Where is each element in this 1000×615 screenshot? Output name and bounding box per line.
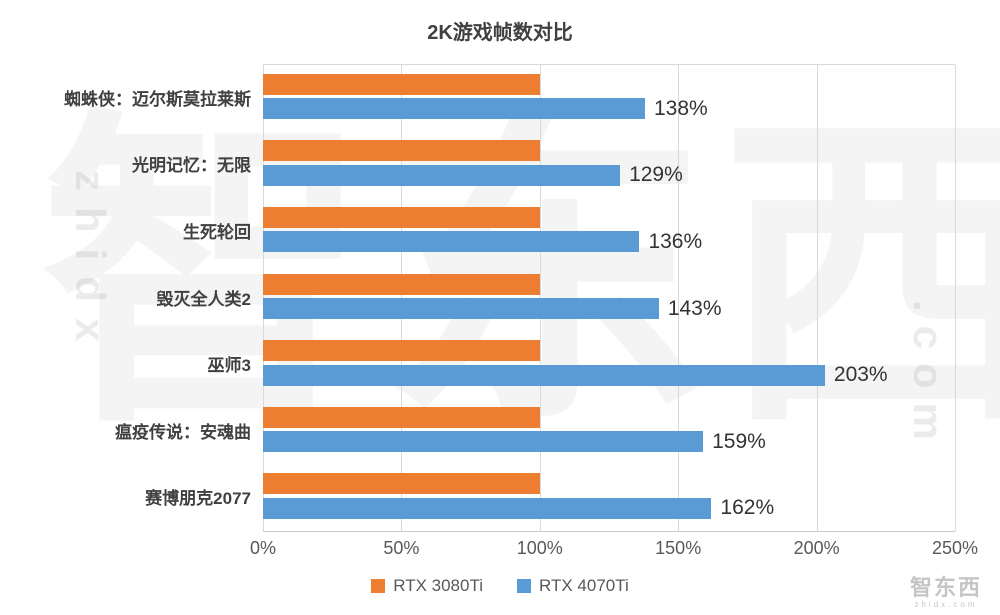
gridline [816,65,818,531]
gridline [401,65,403,531]
gridlines [263,64,956,532]
bar-rtx4070ti [263,231,640,253]
category-label: 巫师3 [207,356,251,376]
value-label: 159% [712,429,766,453]
chart-row: 赛博朋克2077 162% [20,463,955,530]
x-axis: 0% 50% 100% 150% 200% 250% [250,538,978,562]
gridline [678,65,680,531]
bar-rtx4070ti [263,497,712,519]
x-tick-label: 250% [931,538,979,558]
bar-rtx3080ti [263,340,540,362]
x-tick-label: 150% [655,538,702,558]
category-label: 光明记忆：无限 [132,156,251,176]
watermark-corner-subtext: zhidx.com [914,600,978,609]
bar-group: 138% [263,73,955,121]
legend-item-rtx-3080ti: RTX 3080Ti [371,576,483,596]
bar-rtx3080ti [263,206,540,228]
value-label: 138% [653,96,708,120]
chart-row: 瘟疫传说：安魂曲 159% [20,397,955,464]
bar-group: 143% [263,273,955,321]
gridline [539,65,541,531]
x-tick-label: 200% [793,538,840,558]
bar-line: 138% [263,97,955,121]
bar-rtx4070ti [263,431,704,453]
bar-rtx3080ti [263,406,540,428]
chart-row: 光明记忆：无限 129% [20,131,955,198]
legend-label: RTX 3080Ti [393,576,483,595]
legend-label: RTX 4070Ti [539,576,629,595]
bar-group: 203% [263,340,955,387]
value-label: 203% [833,363,888,387]
bar-line: 203% [263,363,955,387]
bar-line: 136% [263,230,955,254]
bar-rtx4070ti [263,298,659,320]
x-tick-label: 0% [249,538,277,558]
category-label: 蜘蛛侠：迈尔斯莫拉莱斯 [64,89,251,109]
bar-rtx4070ti [263,164,621,186]
chart-row: 生死轮回 136% [20,197,955,264]
value-label: 129% [629,163,683,187]
legend-swatch [371,579,386,593]
plot-region: 蜘蛛侠：迈尔斯莫拉莱斯 138% 光明记忆：无限 129% 生死轮回 136% 毁灭全人类2… [20,64,956,532]
bar-rtx3080ti [263,273,540,295]
gridline [263,65,264,531]
bar-line: 162% [263,496,955,520]
bar-rtx3080ti [263,73,540,95]
category-label: 毁灭全人类2 [156,289,251,309]
bar-line: 129% [263,163,955,187]
bar-rtx3080ti [263,473,540,495]
category-label: 生死轮回 [183,222,251,242]
chart-row: 毁灭全人类2 143% [20,264,955,331]
bar-group: 136% [263,206,955,254]
bar-group: 159% [263,406,955,454]
legend-swatch [517,579,531,593]
legend-item-rtx-4070ti: RTX 4070Ti [517,576,629,596]
x-tick-label: 50% [383,538,420,558]
bar-group: 162% [263,473,955,520]
bar-group: 129% [263,140,955,187]
legend: RTX 3080Ti RTX 4070Ti [0,576,1000,596]
chart-rows: 蜘蛛侠：迈尔斯莫拉莱斯 138% 光明记忆：无限 129% 生死轮回 136% 毁灭全人类2… [20,64,955,530]
chart-row: 蜘蛛侠：迈尔斯莫拉莱斯 138% [20,64,955,131]
bar-rtx3080ti [263,140,540,162]
bar-line: 143% [263,297,955,321]
category-label: 赛博朋克2077 [145,489,251,509]
value-label: 136% [648,229,703,253]
gridline [955,65,956,531]
category-label: 瘟疫传说：安魂曲 [115,422,251,442]
value-label: 143% [667,296,722,320]
bar-rtx4070ti [263,98,645,120]
bar-line: 159% [263,430,955,454]
chart-title: 2K游戏帧数对比 [427,22,573,44]
bar-rtx4070ti [263,364,825,386]
chart-row: 巫师3 203% [20,330,955,397]
value-label: 162% [720,496,775,520]
x-tick-label: 100% [516,538,563,558]
